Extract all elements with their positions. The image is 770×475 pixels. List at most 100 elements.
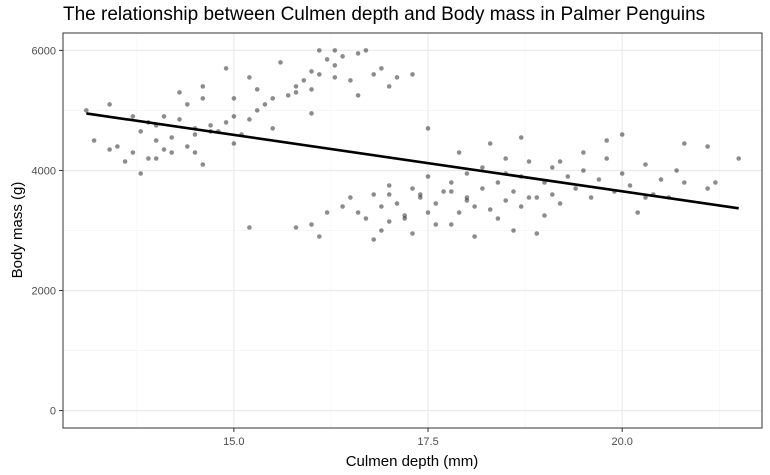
data-point xyxy=(247,117,252,122)
data-point xyxy=(231,96,237,101)
data-point xyxy=(185,102,190,107)
data-point xyxy=(208,123,213,128)
data-point xyxy=(293,90,299,95)
data-point xyxy=(402,213,408,218)
data-point xyxy=(643,162,648,167)
data-point xyxy=(394,75,400,80)
data-point xyxy=(200,162,206,167)
data-point xyxy=(317,234,322,239)
data-point xyxy=(433,201,439,206)
data-point xyxy=(542,213,547,218)
data-point xyxy=(122,159,128,164)
data-point xyxy=(177,90,182,95)
data-point xyxy=(379,204,384,209)
data-point xyxy=(332,63,338,68)
data-point xyxy=(161,147,167,152)
data-point xyxy=(674,168,679,173)
y-tick-label: 2000 xyxy=(32,286,56,298)
data-point xyxy=(254,87,260,92)
data-point xyxy=(200,84,206,89)
data-point xyxy=(386,183,392,188)
data-point xyxy=(192,132,198,137)
data-point xyxy=(596,177,602,182)
data-point xyxy=(643,195,648,200)
data-point xyxy=(355,51,361,56)
data-point xyxy=(456,150,462,155)
data-point xyxy=(480,165,485,170)
x-axis-title: Culmen depth (mm) xyxy=(346,453,479,470)
data-point xyxy=(441,189,446,194)
data-point xyxy=(394,201,400,206)
chart-title: The relationship between Culmen depth an… xyxy=(63,4,706,25)
data-point xyxy=(713,180,718,185)
data-point xyxy=(480,186,485,191)
data-point xyxy=(340,204,345,209)
data-point xyxy=(557,159,563,164)
data-point xyxy=(534,231,540,236)
data-point xyxy=(355,93,361,98)
data-point xyxy=(262,102,268,107)
data-point xyxy=(503,198,509,203)
data-point xyxy=(270,126,276,131)
data-point xyxy=(247,225,252,230)
data-point xyxy=(425,126,431,131)
data-point xyxy=(293,84,299,89)
y-tick-label: 6000 xyxy=(32,45,56,57)
data-point xyxy=(386,219,392,224)
data-point xyxy=(627,183,633,188)
data-point xyxy=(379,228,384,233)
data-point xyxy=(410,231,415,236)
data-point xyxy=(363,216,369,221)
data-point xyxy=(511,189,516,194)
data-point xyxy=(495,216,501,221)
data-point xyxy=(736,156,741,161)
data-point xyxy=(324,210,330,215)
data-point xyxy=(550,165,555,170)
data-point xyxy=(285,93,291,98)
data-point xyxy=(526,195,532,200)
data-point xyxy=(464,171,470,176)
data-point xyxy=(682,180,687,185)
data-point xyxy=(153,156,159,161)
data-point xyxy=(107,102,112,107)
data-point xyxy=(254,108,260,113)
data-point xyxy=(495,180,501,185)
data-point xyxy=(332,75,338,80)
data-point xyxy=(487,141,493,146)
data-point xyxy=(588,195,594,200)
data-point xyxy=(604,156,609,161)
data-point xyxy=(317,48,322,53)
data-point xyxy=(309,87,314,92)
data-point xyxy=(456,210,462,215)
data-point xyxy=(84,108,89,113)
data-point xyxy=(581,150,586,155)
data-point xyxy=(487,207,493,212)
data-point xyxy=(526,159,532,164)
grid-lines xyxy=(63,33,762,428)
data-point xyxy=(115,144,120,149)
data-point xyxy=(177,117,182,122)
data-point xyxy=(91,138,97,143)
data-point xyxy=(340,54,345,59)
data-point xyxy=(107,147,112,152)
data-point xyxy=(200,96,206,101)
y-axis-title: Body mass (g) xyxy=(9,182,26,279)
data-point xyxy=(379,66,384,71)
data-point xyxy=(573,186,578,191)
axes: 15.0 17.5 20.0 0 2000 4000 6000 xyxy=(32,45,633,448)
trend-line xyxy=(86,112,739,210)
data-point xyxy=(293,225,299,230)
x-tick-label: 15.0 xyxy=(223,436,244,448)
data-point xyxy=(619,132,625,137)
data-points xyxy=(84,48,741,242)
data-point xyxy=(550,192,555,197)
data-point xyxy=(534,195,540,200)
data-point xyxy=(472,204,477,209)
data-point xyxy=(355,210,361,215)
data-point xyxy=(348,78,353,83)
data-point xyxy=(371,237,377,242)
data-point xyxy=(348,195,353,200)
data-point xyxy=(278,60,283,65)
data-point xyxy=(185,144,190,149)
trend-line-layer xyxy=(86,112,739,210)
